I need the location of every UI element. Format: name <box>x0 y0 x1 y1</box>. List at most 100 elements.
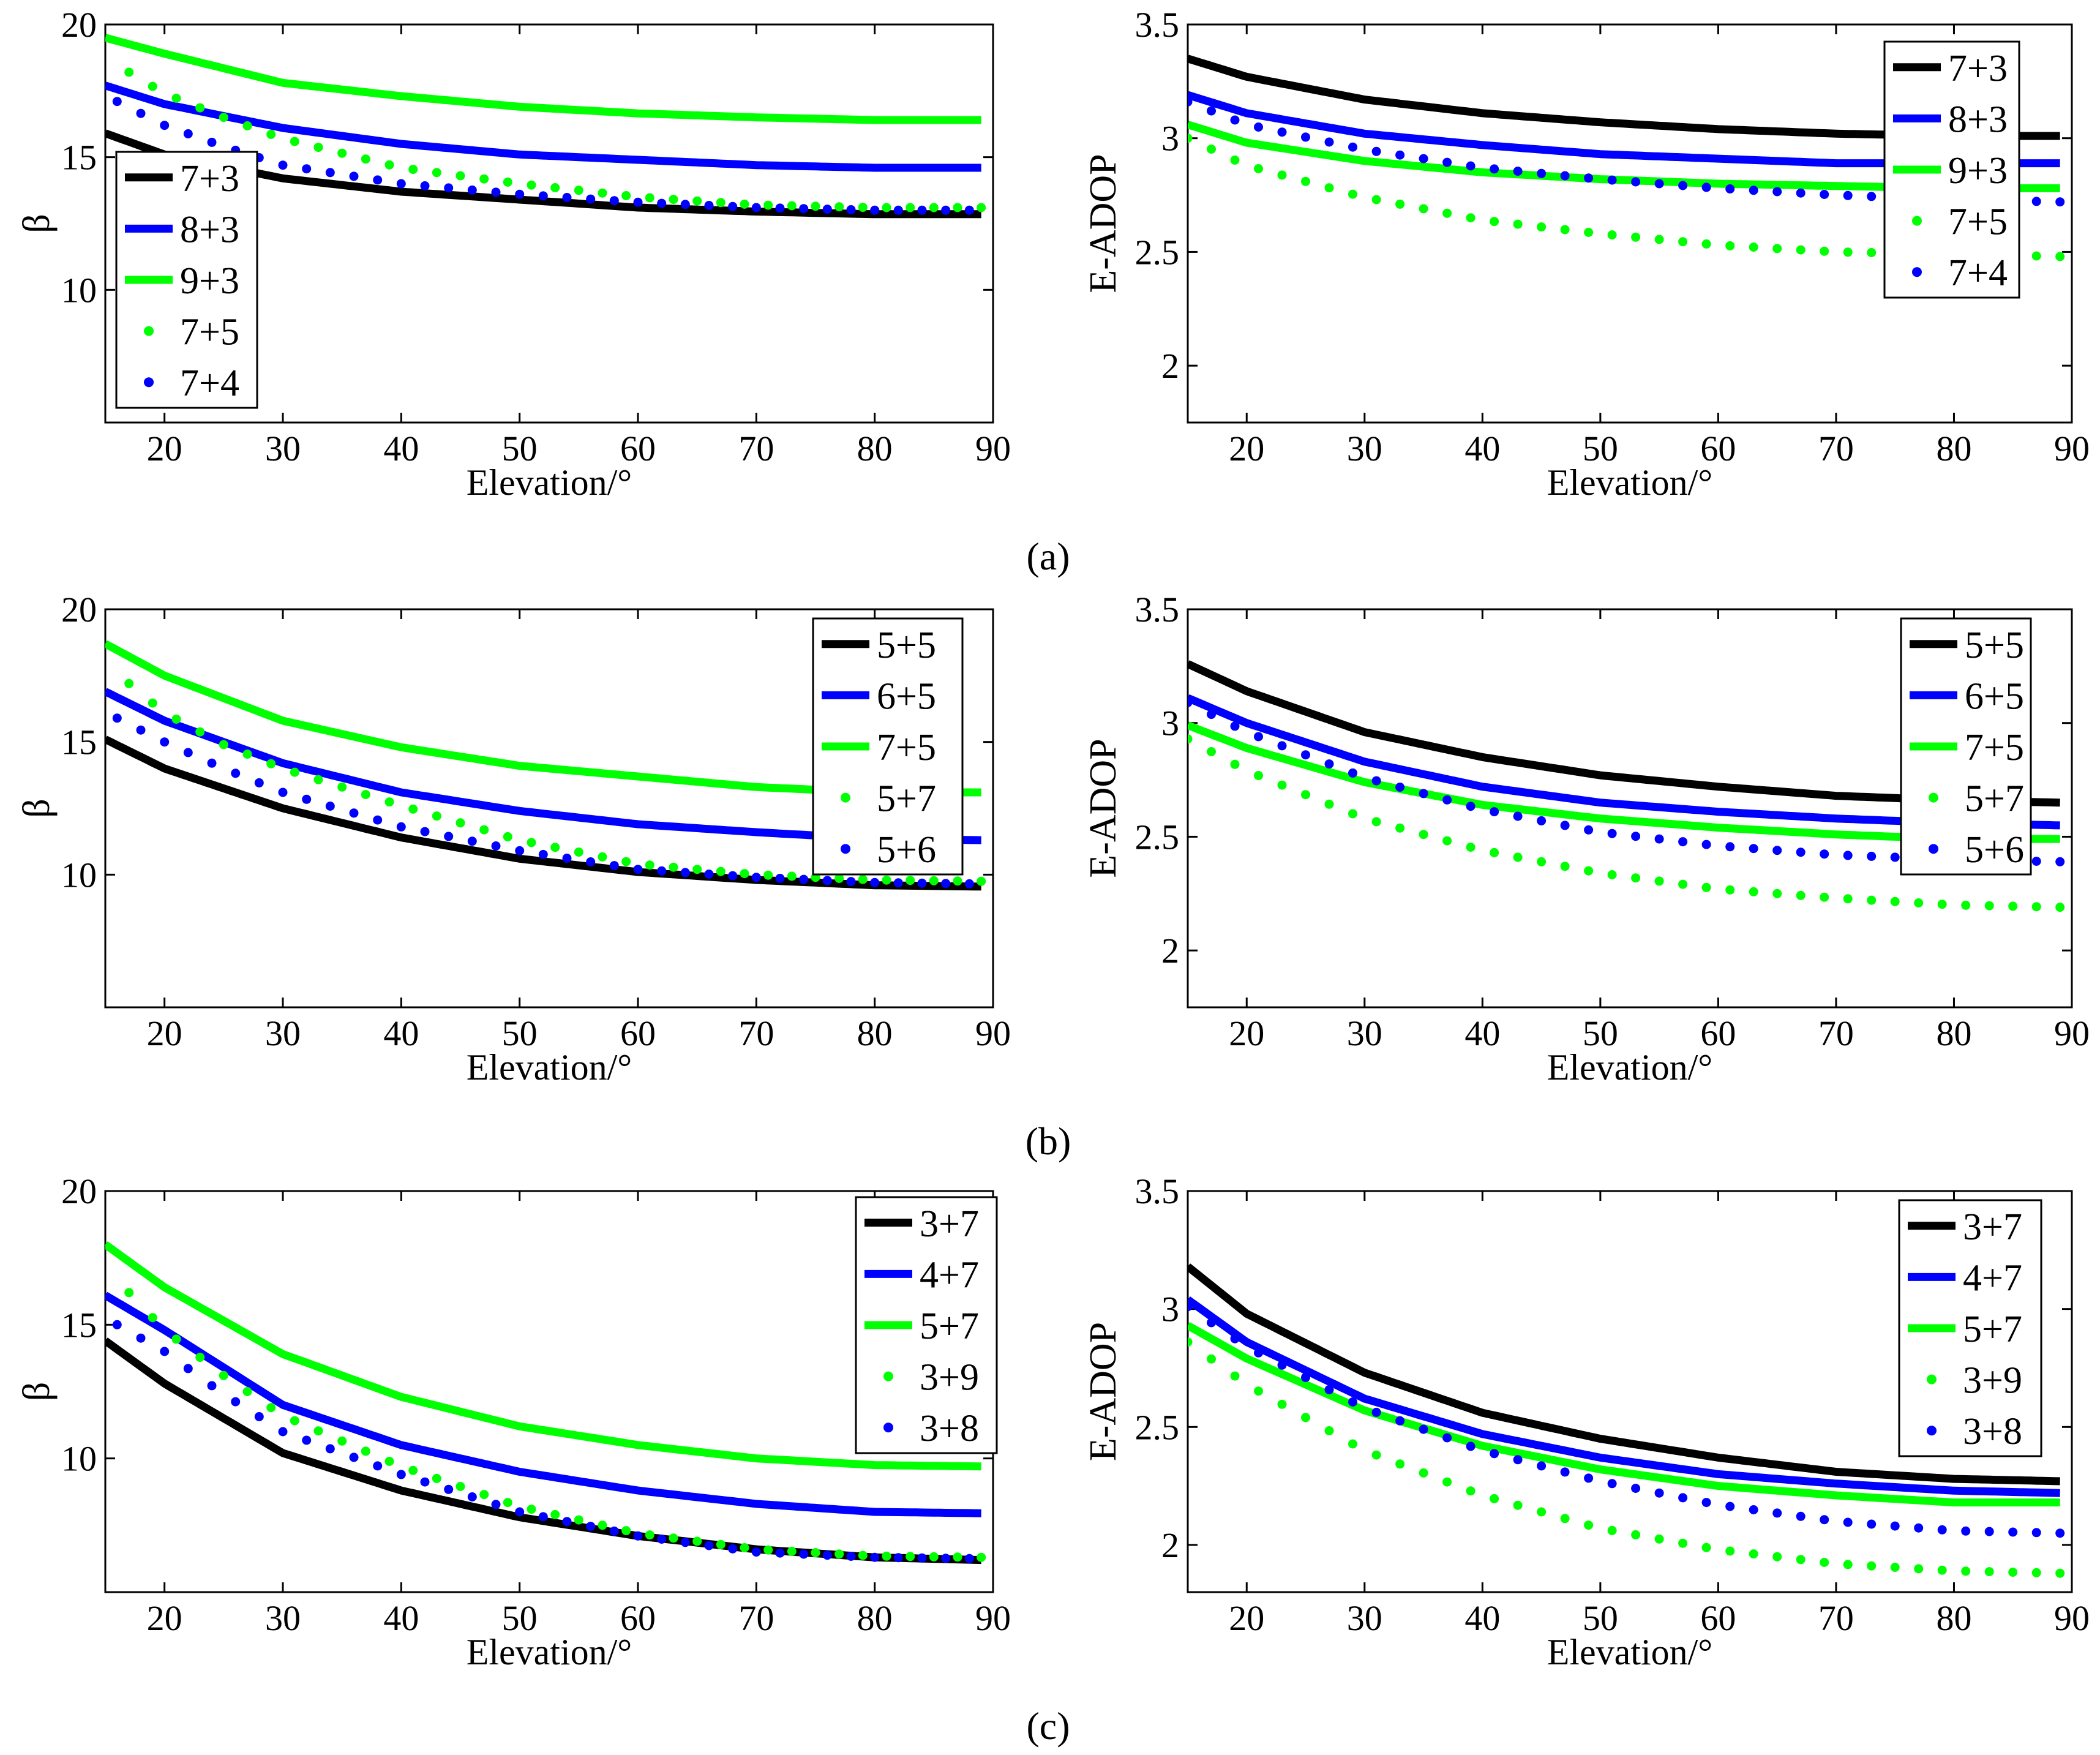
series-3plus9-point <box>1324 1426 1334 1435</box>
series-7plus5-point <box>858 203 868 212</box>
series-7plus5-point <box>1230 155 1240 165</box>
series-7plus4-point <box>751 203 761 212</box>
series-5plus6-point <box>822 876 832 885</box>
series-7plus5-point <box>266 129 276 139</box>
series-3plus8-point <box>846 1552 856 1561</box>
series-3plus8-point <box>1772 1508 1782 1518</box>
series-5plus6-point <box>1395 783 1405 792</box>
y-axis-label: E-ADOP <box>1082 1322 1124 1461</box>
series-7plus4-point <box>278 160 288 170</box>
series-7plus5-point <box>527 180 536 190</box>
series-3plus8-point <box>515 1507 525 1517</box>
x-tick-label: 60 <box>620 1013 656 1053</box>
series-5plus6-point <box>231 769 241 778</box>
x-tick-label: 60 <box>1700 1013 1736 1053</box>
series-3plus9-point <box>929 1552 939 1561</box>
legend-label: 5+5 <box>1965 625 2024 666</box>
series-3plus9-point <box>669 1533 678 1543</box>
x-tick-label: 20 <box>147 1598 182 1638</box>
series-3plus8-point <box>964 1554 974 1563</box>
y-tick-label: 20 <box>61 1171 97 1211</box>
series-3plus8-point <box>1490 1449 1499 1459</box>
legend-swatch <box>841 792 850 803</box>
legend-label: 5+7 <box>1965 778 2024 820</box>
series-3plus8-point <box>136 1333 146 1343</box>
x-tick-label: 70 <box>1818 429 1854 468</box>
x-tick-label: 50 <box>502 1013 538 1053</box>
series-3plus8-point <box>1607 1479 1617 1489</box>
legend-swatch <box>1927 1374 1937 1385</box>
series-5plus6-point <box>609 861 619 871</box>
series-7plus5-point <box>1395 199 1405 209</box>
series-7plus4-point <box>538 191 548 201</box>
series-3plus9-point <box>740 1543 749 1552</box>
series-5plus7-point <box>266 759 276 769</box>
series-3plus8-point <box>822 1550 832 1560</box>
series-5plus6-dots <box>112 713 974 889</box>
series-7plus4-point <box>562 193 572 202</box>
series-5plus7-point <box>834 873 844 883</box>
x-tick-label: 40 <box>383 429 419 468</box>
legend-label: 3+8 <box>920 1408 979 1449</box>
series-7plus4-point <box>1490 164 1499 174</box>
series-5plus6-point <box>349 808 359 818</box>
series-7plus5-point <box>929 203 939 212</box>
series-3plus8-point <box>1914 1523 1924 1533</box>
series-7plus5-point <box>242 121 252 130</box>
series-5plus6-point <box>2031 857 2041 866</box>
series-4plus7-line <box>1188 1296 2060 1497</box>
series-3plus9-point <box>645 1530 654 1540</box>
series-5plus7-line <box>105 1241 981 1471</box>
x-axis-label: Elevation/° <box>467 462 632 503</box>
series-5plus7-point <box>1442 836 1452 846</box>
series-5plus7-point <box>882 875 891 885</box>
series-3plus8-point <box>1537 1461 1547 1471</box>
series-7plus4-point <box>1277 127 1287 137</box>
series-3plus9-point <box>1490 1494 1499 1503</box>
legend-label: 7+4 <box>1948 252 2008 294</box>
series-3plus8-point <box>420 1477 430 1487</box>
x-tick-label: 90 <box>2054 1013 2090 1053</box>
series-7plus5-point <box>148 81 157 91</box>
series-5plus7-point <box>1725 885 1735 895</box>
series-7plus4-point <box>1188 97 1193 107</box>
series-3plus8-point <box>1701 1498 1711 1508</box>
legend-label: 8+3 <box>1948 99 2008 140</box>
y-tick-label: 2 <box>1161 1525 1179 1565</box>
series-7plus4-point <box>349 171 359 181</box>
series-7plus4-point <box>1324 137 1334 147</box>
y-tick-label: 3.5 <box>1135 1171 1180 1211</box>
series-5plus6-point <box>562 854 572 863</box>
series-5plus6-point <box>538 849 548 859</box>
x-tick-label: 20 <box>147 1013 182 1053</box>
axes-box <box>1187 23 2073 424</box>
series-5plus6-point <box>964 879 974 889</box>
legend-swatch <box>1929 792 1938 803</box>
legend-swatch <box>883 1422 893 1433</box>
series-5plus7-point <box>1513 852 1523 862</box>
series-7plus5-point <box>124 67 134 77</box>
series-5plus6-point <box>680 868 690 878</box>
series-7plus4-point <box>1654 179 1664 189</box>
series-3plus8-point <box>1961 1526 1971 1536</box>
series-3plus9-point <box>1796 1555 1806 1565</box>
series-7plus4-point <box>846 205 856 214</box>
series-7plus5-point <box>645 193 654 203</box>
series-5plus6-point <box>941 879 951 889</box>
series-7plus5-point <box>1188 133 1193 143</box>
series-5plus7-line <box>1188 1321 2060 1507</box>
series-7plus5-point <box>1631 232 1641 242</box>
series-3plus9-point <box>171 1334 181 1344</box>
series-7plus4-point <box>1701 182 1711 192</box>
y-tick-label: 20 <box>61 590 97 629</box>
series-7plus5-point <box>313 143 323 152</box>
series-5plus6-point <box>325 802 335 811</box>
series-5plus6-point <box>1490 807 1499 817</box>
series-7plus4-point <box>396 179 406 189</box>
legend-label: 5+6 <box>877 829 936 871</box>
x-tick-label: 50 <box>502 429 538 468</box>
series-3plus8-point <box>1867 1519 1877 1529</box>
legend-label: 9+3 <box>180 260 239 302</box>
series-5plus7-point <box>1914 898 1924 908</box>
series-5plus6-point <box>160 737 170 747</box>
